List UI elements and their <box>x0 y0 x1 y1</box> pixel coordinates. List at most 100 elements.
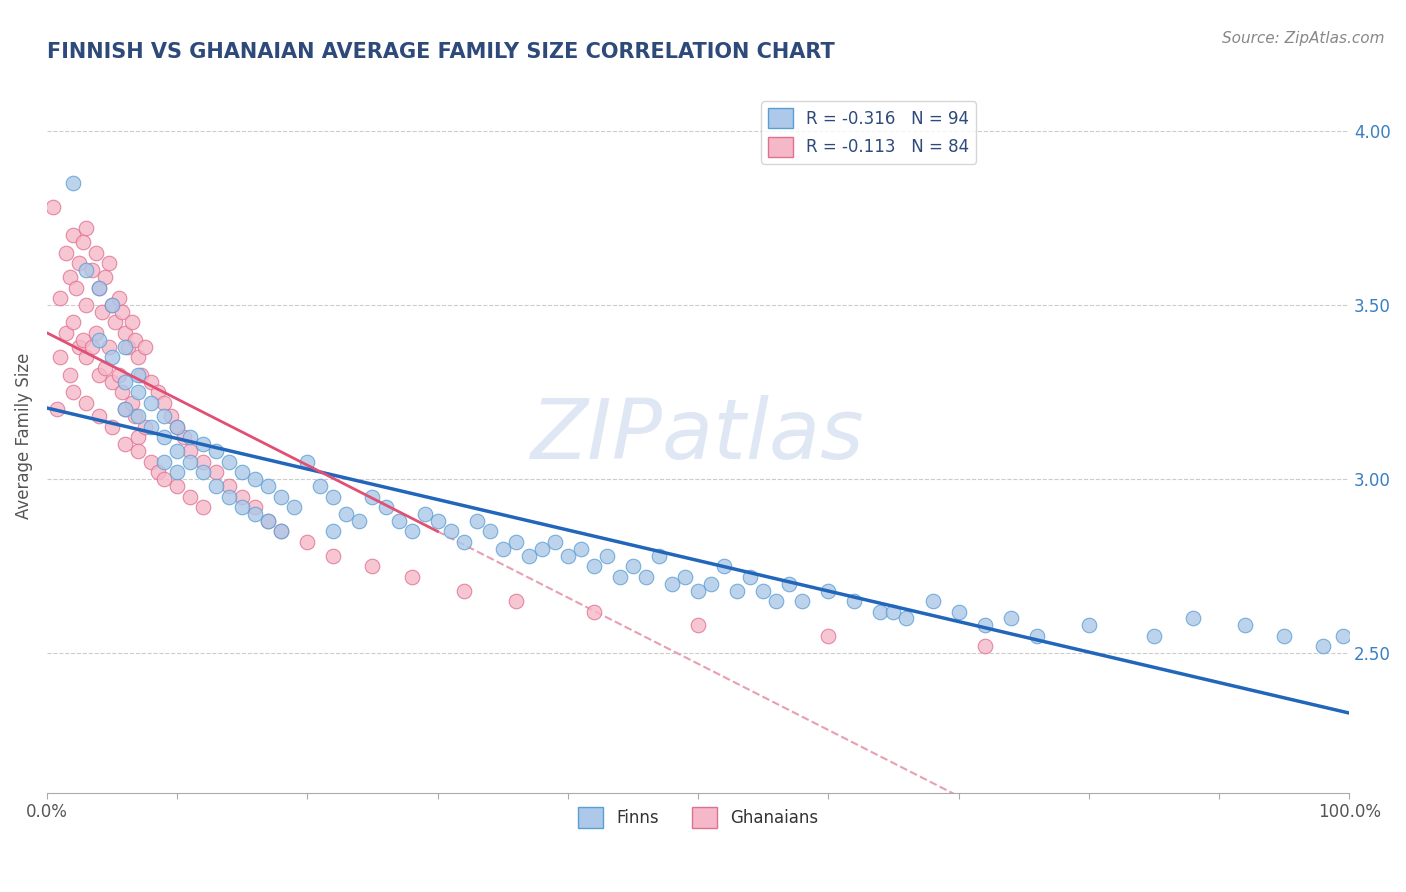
Point <box>582 605 605 619</box>
Point <box>69 256 91 270</box>
Point <box>179 430 201 444</box>
Point <box>62 385 84 400</box>
Point <box>1077 618 1099 632</box>
Point <box>101 298 124 312</box>
Point <box>69 340 91 354</box>
Point <box>544 534 567 549</box>
Text: Source: ZipAtlas.com: Source: ZipAtlas.com <box>1222 31 1385 46</box>
Point <box>245 500 267 514</box>
Point <box>309 479 332 493</box>
Point <box>114 326 136 340</box>
Point <box>42 201 65 215</box>
Point <box>134 420 156 434</box>
Point <box>270 490 292 504</box>
Point <box>101 375 124 389</box>
Point <box>101 351 124 365</box>
Point <box>530 541 553 556</box>
Point <box>921 594 943 608</box>
Point <box>713 559 735 574</box>
Point <box>817 583 839 598</box>
Point <box>114 340 136 354</box>
Point <box>740 570 762 584</box>
Point <box>869 605 891 619</box>
Point <box>648 549 671 563</box>
Point <box>124 409 146 424</box>
Point <box>322 524 344 539</box>
Point <box>75 221 97 235</box>
Point <box>127 444 149 458</box>
Point <box>101 420 124 434</box>
Point <box>82 340 104 354</box>
Point <box>173 430 195 444</box>
Point <box>205 465 228 479</box>
Point <box>139 420 162 434</box>
Point <box>153 472 176 486</box>
Point <box>124 333 146 347</box>
Point <box>86 245 108 260</box>
Point <box>146 385 169 400</box>
Point <box>817 629 839 643</box>
Point <box>1312 640 1334 654</box>
Point <box>792 594 814 608</box>
Point <box>94 270 117 285</box>
Point <box>270 524 292 539</box>
Point <box>166 420 188 434</box>
Point <box>87 333 110 347</box>
Point <box>166 479 188 493</box>
Point <box>374 500 396 514</box>
Point <box>121 315 143 329</box>
Point <box>159 409 181 424</box>
Point <box>86 326 108 340</box>
Point <box>426 514 449 528</box>
Point <box>139 395 162 409</box>
Point <box>139 455 162 469</box>
Point <box>686 583 709 598</box>
Point <box>179 455 201 469</box>
Point <box>686 618 709 632</box>
Text: FINNISH VS GHANAIAN AVERAGE FAMILY SIZE CORRELATION CHART: FINNISH VS GHANAIAN AVERAGE FAMILY SIZE … <box>46 42 835 62</box>
Point <box>609 570 631 584</box>
Point <box>166 465 188 479</box>
Point <box>114 402 136 417</box>
Point <box>453 534 475 549</box>
Point <box>62 176 84 190</box>
Point <box>139 375 162 389</box>
Point <box>205 479 228 493</box>
Point <box>297 534 319 549</box>
Point <box>111 305 134 319</box>
Point <box>596 549 619 563</box>
Point <box>335 507 357 521</box>
Point <box>361 490 384 504</box>
Point <box>1272 629 1295 643</box>
Point <box>98 340 121 354</box>
Point <box>193 500 215 514</box>
Point <box>107 368 129 382</box>
Point <box>387 514 409 528</box>
Point <box>59 270 82 285</box>
Point <box>72 235 94 250</box>
Point <box>193 437 215 451</box>
Point <box>121 395 143 409</box>
Point <box>104 315 127 329</box>
Point <box>153 409 176 424</box>
Point <box>270 524 292 539</box>
Point <box>193 455 215 469</box>
Point <box>413 507 436 521</box>
Point <box>107 291 129 305</box>
Point <box>75 263 97 277</box>
Y-axis label: Average Family Size: Average Family Size <box>15 352 32 519</box>
Point <box>127 430 149 444</box>
Point <box>948 605 970 619</box>
Point <box>87 280 110 294</box>
Point <box>492 541 515 556</box>
Point <box>72 333 94 347</box>
Point <box>297 455 319 469</box>
Point <box>673 570 696 584</box>
Point <box>193 465 215 479</box>
Point <box>75 395 97 409</box>
Point <box>453 583 475 598</box>
Point <box>1181 611 1204 625</box>
Point <box>94 360 117 375</box>
Point <box>49 291 72 305</box>
Point <box>231 465 253 479</box>
